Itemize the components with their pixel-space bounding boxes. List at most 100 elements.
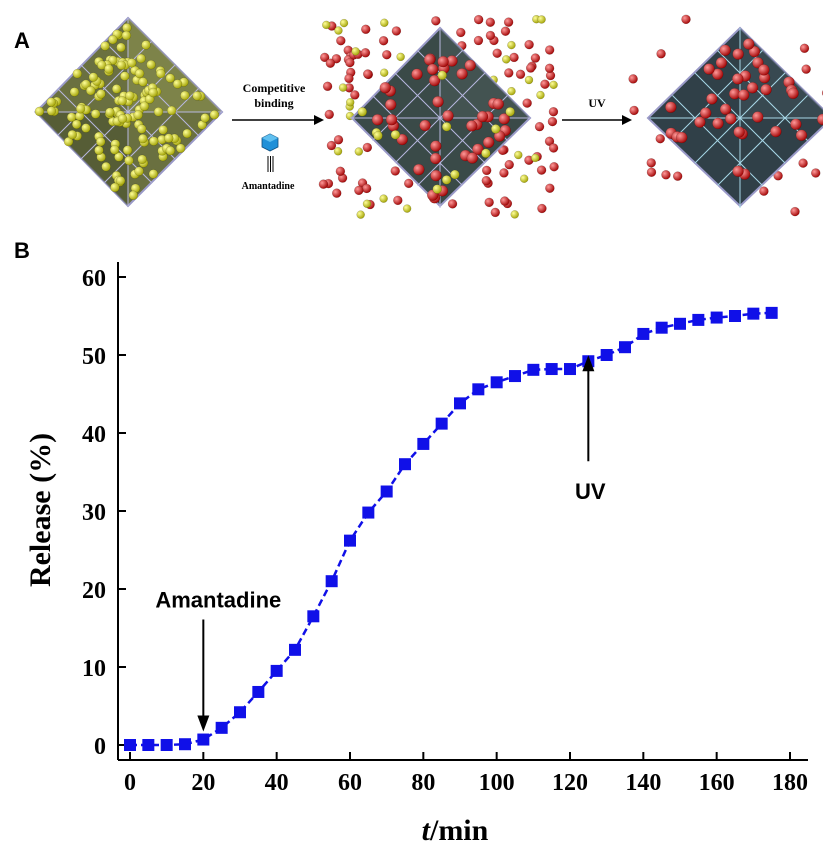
- drug-molecule: [430, 140, 442, 152]
- guest-molecule: [182, 128, 192, 139]
- drug-molecule: [419, 119, 431, 132]
- y-tick-label: 10: [82, 656, 106, 682]
- guest-molecule: [136, 53, 146, 64]
- guest-molecule: [111, 84, 122, 94]
- drug-molecule: [706, 93, 718, 105]
- data-point: [362, 506, 375, 519]
- guest-molecule: [125, 91, 135, 101]
- guest-molecule: [390, 129, 401, 140]
- drug-molecule: [322, 81, 333, 92]
- guest-molecule: [519, 174, 529, 183]
- lattice-line: [372, 95, 463, 186]
- drug-molecule: [655, 133, 665, 144]
- guest-molecule: [530, 153, 540, 163]
- drug-molecule: [499, 196, 510, 206]
- x-tick-label: 80: [411, 770, 435, 796]
- series-line: [130, 311, 772, 747]
- drug-molecule: [547, 116, 558, 127]
- molecule-label: Amantadine: [242, 181, 295, 192]
- guest-molecule: [396, 52, 405, 62]
- data-point: [527, 363, 540, 376]
- data-point: [490, 376, 503, 389]
- data-point: [417, 437, 430, 450]
- guest-molecule: [148, 87, 158, 98]
- guest-molecule: [117, 113, 128, 124]
- drug-molecule: [534, 121, 545, 132]
- drug-molecule: [326, 140, 337, 151]
- annotation-arrowhead: [582, 355, 595, 372]
- guest-molecule: [96, 89, 106, 99]
- drug-molecule: [500, 26, 511, 36]
- drug-molecule: [492, 98, 504, 110]
- drug-molecule: [466, 120, 478, 132]
- drug-molecule: [437, 55, 449, 68]
- guest-molecule: [373, 130, 383, 141]
- guest-molecule: [146, 59, 156, 70]
- guest-molecule: [524, 75, 534, 85]
- guest-molecule: [164, 133, 174, 143]
- lattice-line: [717, 95, 808, 186]
- drug-molecule: [504, 68, 514, 78]
- drug-molecule: [378, 35, 389, 46]
- drug-molecule: [628, 74, 638, 84]
- drug-molecule: [773, 171, 783, 181]
- guest-molecule: [380, 18, 389, 28]
- guest-molecule: [153, 107, 164, 117]
- lattice-line: [417, 95, 508, 186]
- drug-molecule: [484, 197, 494, 208]
- guest-molecule: [122, 145, 133, 155]
- drug-molecule: [473, 35, 484, 46]
- data-point: [215, 721, 228, 734]
- data-point: [124, 739, 136, 751]
- guest-molecule: [155, 68, 166, 79]
- guest-molecule: [333, 147, 343, 156]
- drug-molecule: [681, 14, 691, 25]
- guest-molecule: [166, 105, 177, 116]
- x-tick-label: 100: [479, 770, 515, 796]
- drug-molecule: [711, 68, 724, 80]
- data-point: [380, 485, 393, 498]
- drug-molecule: [485, 30, 496, 41]
- drug-molecule: [325, 58, 336, 68]
- drug-molecule: [345, 57, 355, 68]
- drug-molecule: [432, 96, 444, 108]
- guest-molecule: [514, 150, 523, 160]
- guest-molecule: [133, 110, 143, 120]
- data-point: [160, 739, 173, 751]
- drug-molecule: [464, 59, 476, 72]
- guest-molecule: [137, 154, 147, 165]
- drug-molecule: [748, 45, 761, 58]
- drug-molecule: [801, 64, 811, 74]
- drug-molecule: [540, 79, 550, 89]
- drug-molecule: [646, 167, 657, 177]
- competitive-binding-particle: [318, 14, 559, 219]
- guest-molecule: [71, 119, 82, 130]
- guest-molecule: [148, 169, 159, 179]
- x-axis-label-var: t: [422, 814, 432, 845]
- guest-molecule: [549, 80, 558, 90]
- guest-molecule: [138, 133, 148, 144]
- y-tick-label: 40: [82, 422, 106, 448]
- drug-molecule: [371, 114, 384, 126]
- x-tick-label: 180: [772, 770, 808, 796]
- guest-molecule: [75, 104, 86, 114]
- competitive-binding-arrow: [232, 115, 324, 125]
- drug-molecule: [429, 152, 442, 165]
- guest-molecule: [192, 91, 202, 101]
- drug-molecule: [385, 113, 398, 126]
- data-point: [234, 706, 246, 719]
- drug-molecule: [492, 48, 502, 58]
- drug-molecule: [732, 48, 744, 60]
- drug-molecule: [742, 38, 755, 50]
- x-tick-label: 140: [625, 770, 661, 796]
- guest-molecule: [351, 47, 360, 56]
- drug-molecule: [795, 129, 808, 142]
- drug-molecule: [733, 126, 745, 138]
- data-point: [454, 397, 466, 410]
- guest-molecule: [209, 109, 220, 120]
- y-tick-label: 20: [82, 578, 106, 604]
- guest-molecule: [108, 34, 118, 45]
- data-point: [307, 610, 320, 623]
- drug-molecule: [732, 73, 744, 85]
